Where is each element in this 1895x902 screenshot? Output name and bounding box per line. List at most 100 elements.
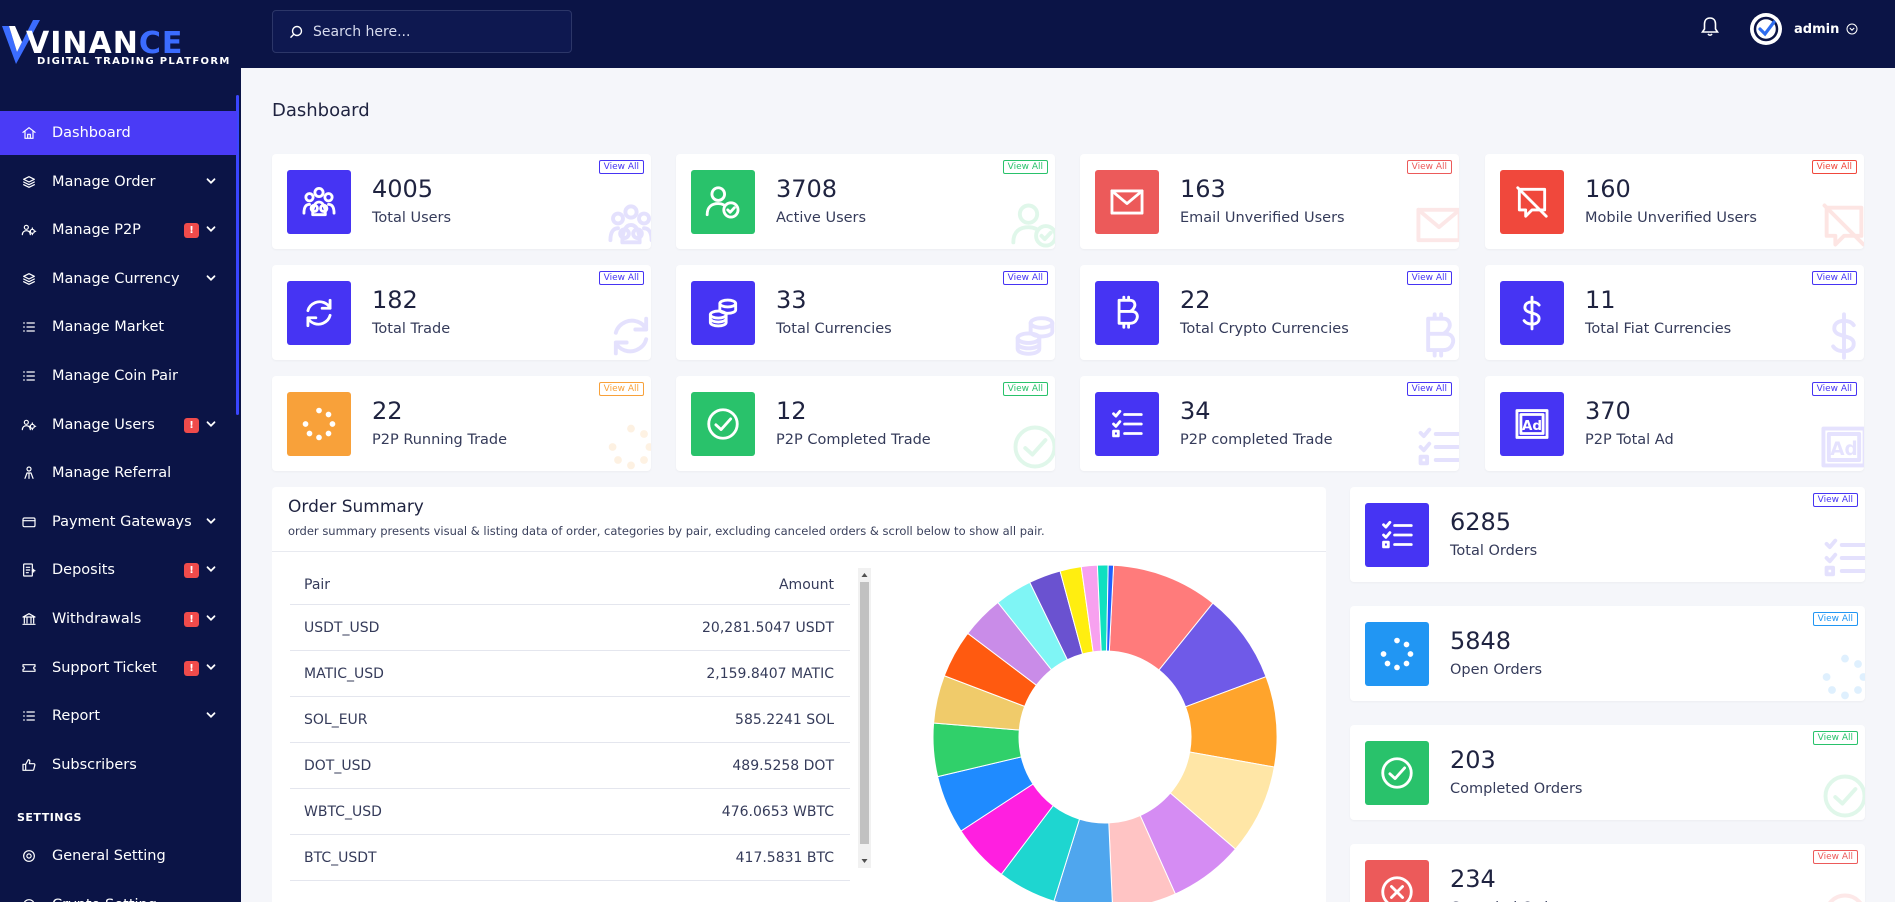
nav-label: Manage Market — [52, 319, 165, 336]
chevron-down-icon — [205, 563, 217, 579]
stat-card: 182 Total Trade View All — [272, 265, 651, 360]
view-all-button[interactable]: View All — [1406, 160, 1452, 174]
sidebar-item-report[interactable]: Report — [0, 694, 237, 738]
stat-value: 22 — [1180, 286, 1211, 314]
view-all-button[interactable]: View All — [1002, 271, 1048, 285]
notification-bell-icon[interactable] — [1700, 16, 1720, 38]
nav-label: Manage Currency — [52, 270, 180, 287]
view-all-button[interactable]: View All — [1002, 382, 1048, 396]
cell-amount: 417.5831 BTC — [735, 850, 834, 866]
decorative-users-group-icon — [605, 199, 651, 249]
chevron-down-icon — [205, 612, 217, 628]
sidebar-item-manage-users[interactable]: Manage Users! — [0, 403, 237, 447]
sidebar-nav: Dashboard Manage Order Manage P2P! Manage C… — [0, 111, 237, 791]
nav-label: General Setting — [52, 848, 166, 864]
column-header-amount: Amount — [778, 577, 834, 593]
stat-value: 370 — [1585, 397, 1631, 425]
brand-tagline: DIGITAL TRADING PLATFORM — [37, 56, 231, 67]
coins-icon — [691, 281, 755, 345]
view-all-button[interactable]: View All — [598, 382, 644, 396]
scrollbar-thumb[interactable] — [860, 582, 869, 844]
nav-label: Withdrawals — [52, 610, 142, 627]
decorative-user-check-icon — [1009, 199, 1055, 249]
sidebar-item-subscribers[interactable]: Subscribers — [0, 743, 237, 787]
view-all-button[interactable]: View All — [1812, 612, 1858, 626]
stat-label: Email Unverified Users — [1180, 210, 1345, 226]
nav-label: Report — [52, 708, 101, 725]
stat-card: 3708 Active Users View All — [676, 154, 1055, 249]
view-all-button[interactable]: View All — [1406, 382, 1452, 396]
stat-value: 160 — [1585, 175, 1631, 203]
sidebar-item-support-ticket[interactable]: Support Ticket! — [0, 646, 237, 690]
check-circle-icon — [691, 392, 755, 456]
cell-pair: WBTC_USD — [304, 804, 382, 820]
nav-label: Manage Referral — [52, 465, 172, 482]
view-all-button[interactable]: View All — [1812, 850, 1858, 864]
nav-label: Manage Order — [52, 173, 156, 190]
sidebar-item-withdrawals[interactable]: Withdrawals! — [0, 597, 237, 641]
stat-label: P2P Completed Trade — [776, 432, 931, 448]
decorative-check-circle-icon — [1009, 421, 1055, 471]
view-all-button[interactable]: View All — [1812, 731, 1858, 745]
table-row: MATIC_USD 2,159.8407 MATIC — [290, 651, 850, 697]
scroll-down-arrow-icon[interactable] — [858, 855, 871, 867]
stat-value: 11 — [1585, 286, 1616, 314]
pie-slice[interactable] — [1106, 564, 1115, 652]
view-all-button[interactable]: View All — [1002, 160, 1048, 174]
sidebar-item-manage-currency[interactable]: Manage Currency — [0, 257, 237, 301]
stat-label: Total Trade — [372, 321, 451, 337]
table-row: BTC_USDT 417.5831 BTC — [290, 835, 850, 881]
brand-logo[interactable]: VINANCE DIGITAL TRADING PLATFORM — [0, 18, 241, 78]
deposit-icon — [20, 561, 38, 579]
card-icon — [20, 513, 38, 531]
sidebar-item-deposits[interactable]: Deposits! — [0, 548, 237, 592]
nav-label: Support Ticket — [52, 659, 157, 676]
sidebar-item-manage-market[interactable]: Manage Market — [0, 305, 237, 349]
scroll-up-arrow-icon[interactable] — [858, 569, 871, 581]
alert-badge: ! — [184, 223, 199, 239]
cell-pair: MATIC_USD — [304, 666, 384, 682]
table-row: DOT_USD 489.5258 DOT — [290, 743, 850, 789]
check-circle-icon — [1365, 741, 1429, 805]
divider — [272, 551, 1326, 552]
nav-label: Payment Gateways — [52, 513, 192, 530]
view-all-button[interactable]: View All — [1811, 271, 1857, 285]
view-all-button[interactable]: View All — [1811, 382, 1857, 396]
sidebar-item-manage-referral[interactable]: Manage Referral — [0, 451, 237, 495]
brand-name: VINANCE — [26, 26, 184, 61]
view-all-button[interactable]: View All — [1812, 493, 1858, 507]
table-scrollbar[interactable] — [858, 568, 871, 868]
search-input[interactable] — [313, 23, 553, 40]
avatar-check-icon — [1753, 16, 1779, 42]
decorative-checklist-icon — [1819, 532, 1865, 582]
stack-icon — [20, 270, 38, 288]
home-icon — [20, 124, 38, 142]
decorative-spinner-icon — [605, 421, 651, 471]
sidebar-item-manage-coin-pair[interactable]: Manage Coin Pair — [0, 354, 237, 398]
settings-item-crypto-setting[interactable]: Crypto Setting — [0, 883, 237, 902]
view-all-button[interactable]: View All — [1406, 271, 1452, 285]
nav-label: Manage Coin Pair — [52, 367, 178, 384]
chevron-down-icon — [205, 223, 217, 239]
view-all-button[interactable]: View All — [598, 271, 644, 285]
stat-value: 4005 — [372, 175, 434, 203]
user-menu[interactable]: admin — [1750, 13, 1858, 45]
settings-item-general-setting[interactable]: General Setting — [0, 834, 237, 878]
sidebar-item-manage-order[interactable]: Manage Order — [0, 160, 237, 204]
decorative-refresh-icon — [605, 310, 651, 360]
order-stat-card: 203 Completed Orders View All — [1350, 725, 1865, 820]
view-all-button[interactable]: View All — [1811, 160, 1857, 174]
nav-label: Subscribers — [52, 756, 137, 773]
order-summary-description: order summary presents visual & listing … — [288, 524, 1045, 538]
view-all-button[interactable]: View All — [598, 160, 644, 174]
sidebar-item-payment-gateways[interactable]: Payment Gateways — [0, 500, 237, 544]
sidebar-item-dashboard[interactable]: Dashboard — [0, 111, 237, 155]
sidebar-item-manage-p2p[interactable]: Manage P2P! — [0, 208, 237, 252]
sidebar-scrollbar[interactable] — [236, 95, 239, 415]
search-box — [272, 10, 572, 53]
spinner-icon — [287, 392, 351, 456]
nav-label: Crypto Setting — [52, 897, 157, 902]
order-stat-card: 5848 Open Orders View All — [1350, 606, 1865, 701]
users-group-icon — [287, 170, 351, 234]
stat-label: Total Orders — [1450, 543, 1538, 559]
